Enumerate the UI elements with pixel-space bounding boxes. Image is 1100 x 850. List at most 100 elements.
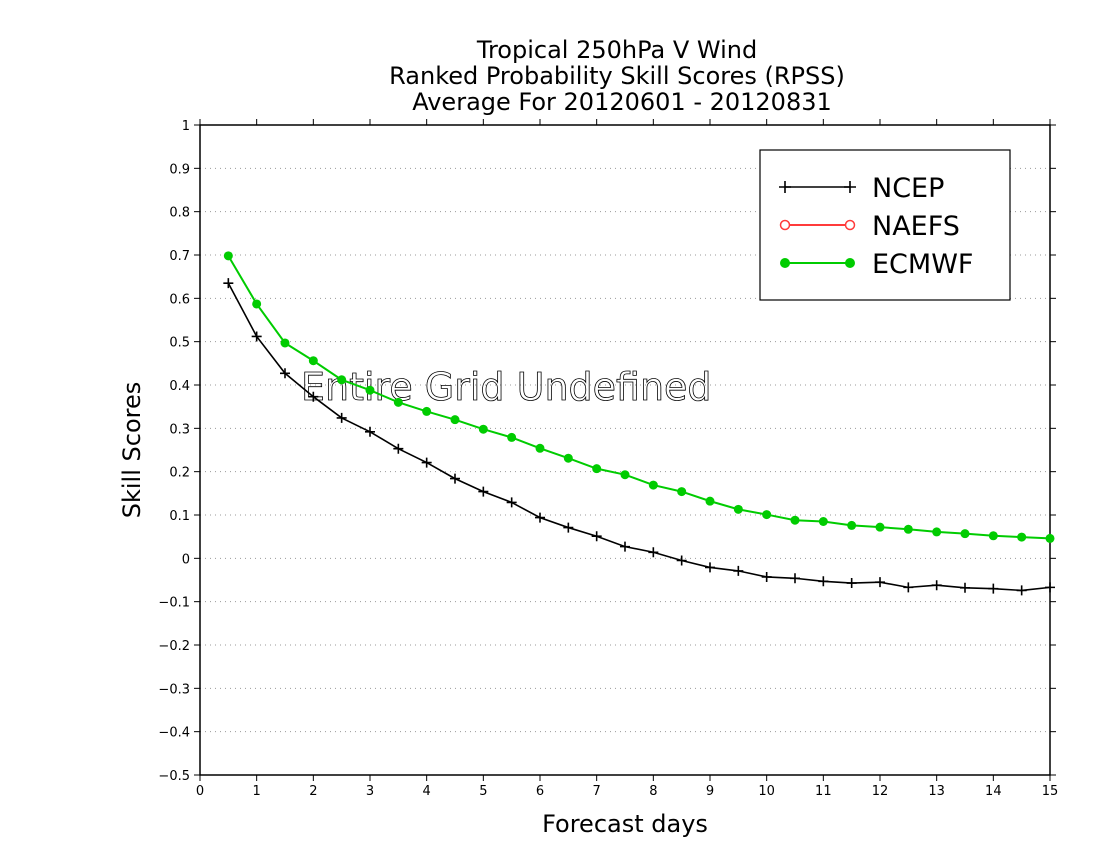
data-point-ncep <box>506 497 517 508</box>
data-point-ecmwf <box>903 524 913 534</box>
data-point-ncep <box>280 368 290 379</box>
data-point-ncep <box>733 565 744 576</box>
x-tick-label: 5 <box>479 784 487 799</box>
y-tick-label: −0.2 <box>158 639 190 654</box>
data-point-ecmwf <box>932 527 942 537</box>
y-tick-label: −0.3 <box>158 682 190 697</box>
data-point-ecmwf <box>620 470 630 480</box>
data-point-ecmwf <box>733 504 743 514</box>
data-point-ecmwf <box>648 480 658 490</box>
plot-frame <box>199 124 1051 776</box>
data-point-ncep <box>818 576 829 587</box>
y-axis-label: Skill Scores <box>118 382 146 519</box>
data-point-ecmwf <box>478 424 488 434</box>
data-point-ecmwf <box>280 338 290 348</box>
legend-marker <box>844 219 856 231</box>
x-tick-label: 0 <box>196 784 204 799</box>
y-tick-label: 0.1 <box>169 509 190 524</box>
x-axis-ticks: 0 1 2 3 4 5 6 7 8 9 10 11 12 13 14 15 <box>196 119 1058 799</box>
data-point-ncep <box>676 555 687 566</box>
series-line-ecmwf <box>227 255 1051 540</box>
data-point-ncep <box>563 522 574 533</box>
series-layer <box>223 251 1055 596</box>
data-point-ecmwf <box>1017 532 1027 542</box>
x-tick-label: 1 <box>253 784 261 799</box>
x-tick-label: 13 <box>928 784 945 799</box>
data-point-ncep <box>1045 582 1055 593</box>
plot-border <box>199 124 1051 776</box>
x-tick-label: 10 <box>758 784 775 799</box>
data-point-ecmwf <box>308 356 318 366</box>
data-point-ncep <box>336 412 347 423</box>
data-point-ecmwf <box>762 510 772 520</box>
data-point-ncep <box>903 582 914 593</box>
y-tick-label: −0.4 <box>158 726 190 741</box>
data-point-ecmwf <box>252 299 262 309</box>
data-point-ncep <box>648 547 659 558</box>
data-point-ncep <box>478 486 489 497</box>
data-point-ncep <box>960 582 970 593</box>
data-point-ecmwf <box>535 443 545 453</box>
x-tick-label: 4 <box>423 784 431 799</box>
x-tick-label: 7 <box>593 784 601 799</box>
data-point-ncep <box>308 391 319 402</box>
x-tick-label: 11 <box>815 784 832 799</box>
legend-marker <box>779 219 791 231</box>
title-line-2: Ranked Probability Skill Scores (RPSS) <box>389 62 845 90</box>
series-ncep <box>223 278 1055 596</box>
data-point-ecmwf <box>507 432 517 442</box>
data-point-ncep <box>988 583 999 594</box>
data-point-ecmwf <box>847 520 857 530</box>
y-tick-label: 0.6 <box>169 292 190 307</box>
y-tick-label: 0.4 <box>169 379 190 394</box>
y-tick-label: 0 <box>182 552 190 567</box>
x-tick-label: 9 <box>706 784 714 799</box>
data-point-ecmwf <box>1045 533 1055 543</box>
y-tick-label: −0.1 <box>158 596 190 611</box>
data-point-ncep <box>620 541 630 552</box>
data-point-ncep <box>761 571 772 582</box>
data-point-ecmwf <box>677 487 687 497</box>
y-tick-label: 0.8 <box>169 206 190 221</box>
data-point-ecmwf <box>450 415 460 425</box>
data-point-ecmwf <box>818 517 828 526</box>
data-point-ecmwf <box>337 375 347 385</box>
y-tick-label: 0.5 <box>169 336 190 351</box>
y-tick-label: 0.9 <box>169 162 190 177</box>
data-point-ecmwf <box>875 522 885 532</box>
x-tick-label: 12 <box>872 784 889 799</box>
data-point-ncep <box>790 573 800 584</box>
legend: NCEP NAEFS ECMWF <box>759 149 1011 301</box>
data-point-ecmwf <box>705 496 715 506</box>
data-point-ncep <box>535 512 545 523</box>
data-point-ncep <box>365 426 375 437</box>
data-point-ncep <box>421 457 432 468</box>
y-tick-label: 0.7 <box>169 249 190 264</box>
x-tick-label: 2 <box>309 784 317 799</box>
x-axis-label: Forecast days <box>542 810 708 838</box>
legend-marker <box>844 181 856 193</box>
legend-label: NAEFS <box>872 211 960 242</box>
y-tick-label: 0.3 <box>169 422 190 437</box>
data-point-ncep <box>1016 585 1027 596</box>
x-tick-label: 8 <box>649 784 657 799</box>
data-point-ncep <box>251 331 262 342</box>
legend-marker <box>845 258 855 268</box>
data-point-ecmwf <box>790 515 800 525</box>
x-tick-label: 3 <box>366 784 374 799</box>
data-point-ecmwf <box>988 531 998 541</box>
data-point-ecmwf <box>393 397 403 407</box>
series-line-ncep <box>227 282 1051 592</box>
legend-entry-ecmwf: ECMWF <box>780 249 973 280</box>
y-tick-label: −0.5 <box>158 769 190 784</box>
legend-entry-ncep: NCEP <box>779 173 944 204</box>
title-line-1: Tropical 250hPa V Wind <box>476 36 757 64</box>
title-line-3: Average For 20120601 - 20120831 <box>412 88 832 116</box>
legend-label: ECMWF <box>872 249 973 280</box>
chart-title: Tropical 250hPa V Wind Ranked Probabilit… <box>389 36 845 116</box>
legend-marker <box>779 181 791 193</box>
data-point-ecmwf <box>223 251 233 261</box>
legend-entry-naefs: NAEFS <box>779 211 960 242</box>
y-tick-label: 1 <box>182 119 190 134</box>
